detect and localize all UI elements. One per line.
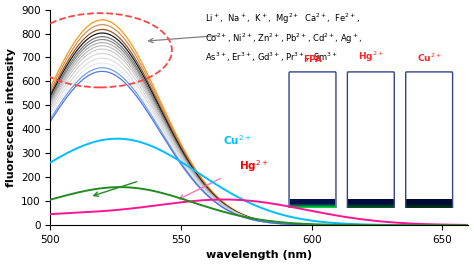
X-axis label: wavelength (nm): wavelength (nm) <box>206 251 312 260</box>
Text: Hg$^{2+}$: Hg$^{2+}$ <box>238 158 268 174</box>
Text: Li$^+$,  Na$^+$,  K$^+$,  Mg$^{2+}$  Ca$^{2+}$,  Fe$^{2+}$,
Co$^{2+}$, Ni$^{2+}$: Li$^+$, Na$^+$, K$^+$, Mg$^{2+}$ Ca$^{2+… <box>205 12 363 64</box>
Text: Cu$^{2+}$: Cu$^{2+}$ <box>223 133 251 147</box>
Y-axis label: fluorescence intensity: fluorescence intensity <box>6 48 16 187</box>
